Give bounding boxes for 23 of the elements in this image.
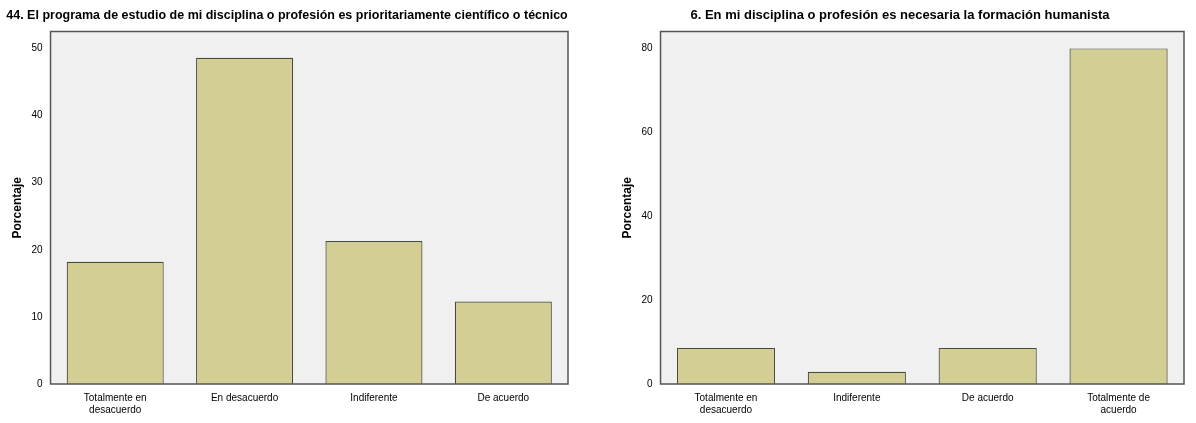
x-tick-label: Totalmente en desacuerdo [694,391,758,415]
y-tick-label: 40 [641,209,653,221]
x-tick-label: En desacuerdo [210,391,279,403]
y-tick-label: 20 [641,293,653,305]
y-axis-title: Porcentaje [619,176,634,239]
y-tick-label: 20 [31,243,43,255]
x-tick-label: Totalmente de acuerdo [1087,391,1151,415]
y-tick-label: 0 [646,377,653,389]
y-tick-label: 30 [31,176,43,188]
y-tick-label: 80 [641,42,653,54]
x-tick-label: Indiferente [350,391,399,403]
x-tick-label: Totalmente en desacuerdo [83,391,147,415]
y-axis-title: Porcentaje [9,176,24,239]
chart-title: 44. El programa de estudio de mi disciplina o profesión es prioritariamente científico o técnico [6,7,568,23]
x-tick-label: De acuerdo [477,391,530,403]
x-tick-label: Indiferente [833,391,881,403]
y-tick-label: 50 [31,42,43,54]
y-tick-label: 40 [31,109,43,121]
x-tick-label: De acuerdo [961,391,1014,403]
y-tick-label: 10 [31,310,43,322]
y-tick-label: 60 [641,126,653,138]
chart-title: 6. En mi disciplina o profesión es necesaria la formación humanista [690,7,1111,23]
y-tick-label: 0 [36,377,43,389]
